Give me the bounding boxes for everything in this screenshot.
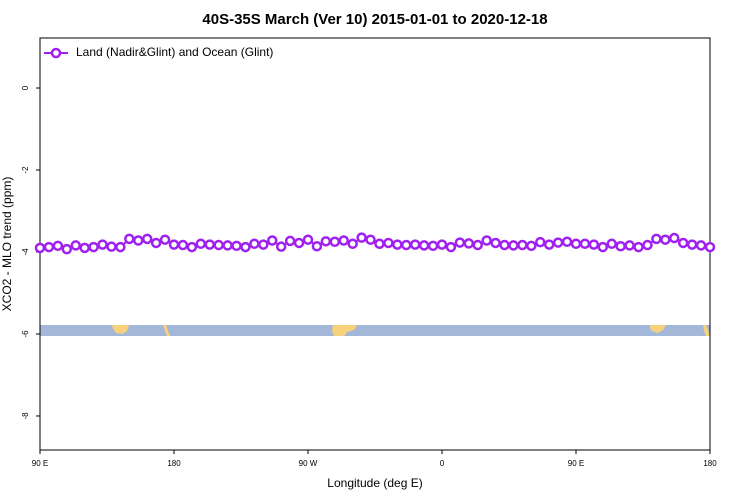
data-point <box>320 236 332 247</box>
data-point <box>240 241 251 253</box>
data-point <box>642 239 653 251</box>
y-tick-label: -6 <box>21 330 30 338</box>
data-point <box>141 233 153 245</box>
data-point <box>177 239 189 251</box>
data-point <box>231 240 242 252</box>
data-point <box>97 239 108 250</box>
y-tick-label: -8 <box>21 412 30 420</box>
data-point <box>302 234 314 245</box>
data-point <box>249 238 260 250</box>
data-point <box>374 238 385 250</box>
y-axis-label: XCO2 - MLO trend (ppm) <box>0 177 14 312</box>
data-point <box>669 232 680 244</box>
data-point <box>552 237 564 248</box>
data-point <box>633 241 644 253</box>
data-point <box>401 239 412 251</box>
y-tick-label: 0 <box>21 85 30 90</box>
data-point <box>606 238 617 250</box>
data-point <box>490 237 501 249</box>
data-point <box>34 242 46 254</box>
data-point <box>70 240 81 251</box>
data-point <box>195 238 207 250</box>
data-point <box>561 236 573 247</box>
data-point <box>445 241 457 253</box>
x-tick-label: 180 <box>167 459 181 468</box>
data-point <box>597 241 609 253</box>
data-point <box>499 239 510 251</box>
data-point <box>588 239 600 250</box>
x-axis-label: Longitude (deg E) <box>327 476 422 490</box>
data-point <box>704 241 716 253</box>
chart-title: 40S-35S March (Ver 10) 2015-01-01 to 202… <box>202 11 547 28</box>
data-point <box>338 235 349 246</box>
data-point <box>535 236 546 248</box>
data-point <box>204 239 215 250</box>
data-point <box>365 234 376 245</box>
data-point <box>222 240 233 251</box>
data-point <box>624 240 635 251</box>
map-strip <box>40 325 710 336</box>
data-point <box>293 237 305 249</box>
y-tick-label: -4 <box>21 248 30 256</box>
data-point <box>463 238 475 249</box>
data-point <box>79 242 90 254</box>
data-point <box>392 239 403 250</box>
data-point <box>267 235 278 246</box>
data-point <box>356 232 367 243</box>
data-point <box>472 239 483 251</box>
data-point <box>686 239 698 250</box>
data-point <box>418 240 430 251</box>
data-point <box>409 239 421 250</box>
data-point <box>115 241 126 253</box>
data-point <box>526 240 537 252</box>
data-point <box>133 235 144 246</box>
data-point <box>88 241 99 253</box>
data-point <box>329 236 341 247</box>
data-point <box>124 233 135 245</box>
x-tick-label: 90 E <box>568 459 584 468</box>
data-point <box>284 235 296 247</box>
data-point <box>106 241 117 252</box>
data-point <box>159 234 171 245</box>
data-point <box>213 239 224 251</box>
data-point <box>311 241 323 252</box>
data-point <box>61 243 73 255</box>
data-point <box>570 238 582 250</box>
data-point <box>615 241 626 252</box>
data-point <box>427 240 439 252</box>
data-point <box>543 239 555 250</box>
x-tick-label: 90 E <box>32 459 48 468</box>
data-point <box>695 240 707 251</box>
data-point <box>517 239 528 251</box>
data-point <box>258 239 269 250</box>
data-point <box>579 238 591 250</box>
data-point <box>186 241 198 253</box>
data-point <box>150 237 162 249</box>
y-tick-label: -2 <box>21 166 30 174</box>
data-point <box>660 234 671 245</box>
data-point <box>347 238 358 250</box>
data-point <box>43 241 55 253</box>
data-point <box>383 237 394 249</box>
data-point <box>651 233 662 245</box>
x-tick-label: 180 <box>703 459 717 468</box>
data-point <box>508 240 519 251</box>
data-point <box>168 239 180 250</box>
data-point <box>275 241 287 252</box>
x-tick-label: 90 W <box>299 459 318 468</box>
legend-label: Land (Nadir&Glint) and Ocean (Glint) <box>76 45 273 59</box>
x-tick-label: 0 <box>440 459 445 468</box>
data-point <box>52 240 64 252</box>
data-point <box>436 239 448 250</box>
legend-marker <box>50 47 62 59</box>
data-point <box>481 235 492 246</box>
data-point <box>454 237 466 248</box>
data-point <box>677 237 689 249</box>
